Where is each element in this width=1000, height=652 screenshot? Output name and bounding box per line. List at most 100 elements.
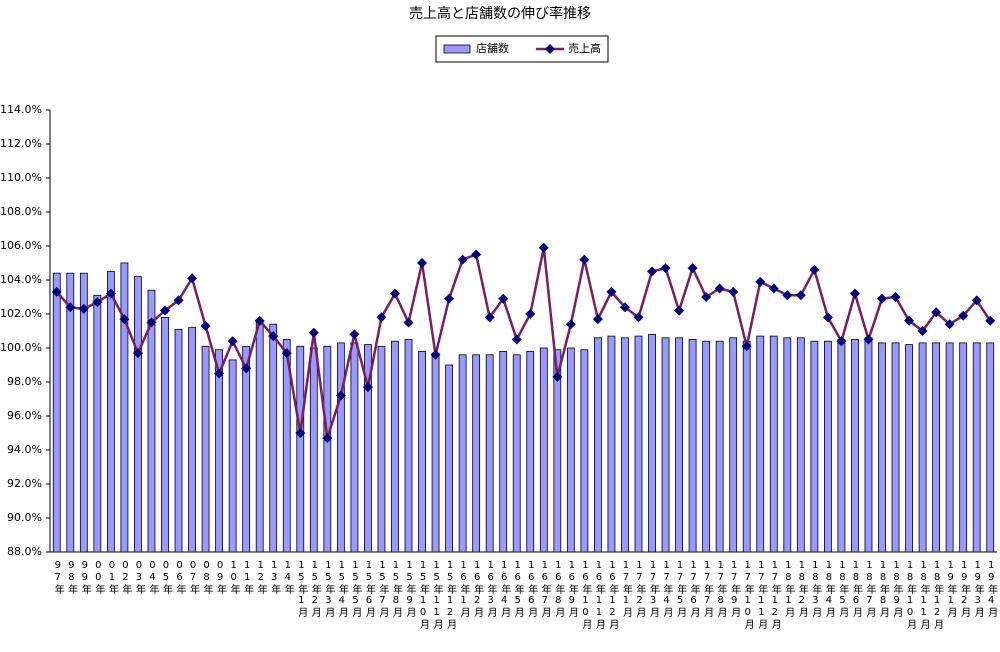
x-tick-label: 07年 <box>188 560 200 595</box>
marker <box>782 290 793 301</box>
bar <box>959 342 968 553</box>
y-tick-label: 102.0% <box>0 307 42 320</box>
y-tick-label: 96.0% <box>7 409 42 422</box>
bar <box>878 342 886 553</box>
bar <box>905 344 913 553</box>
y-tick-label: 88.0% <box>7 545 42 558</box>
marker <box>674 305 685 316</box>
bar <box>485 354 494 553</box>
marker <box>538 242 549 253</box>
x-tick-label: 17年2月 <box>634 560 646 618</box>
bar <box>634 335 643 553</box>
marker <box>579 254 590 265</box>
marker <box>849 288 860 299</box>
x-tick-label: 04年 <box>147 560 159 595</box>
x-tick-label: 17年3月 <box>648 560 660 618</box>
marker <box>647 266 658 277</box>
legend-marker <box>545 44 555 54</box>
marker <box>863 334 874 345</box>
bar <box>891 342 900 553</box>
x-tick-label: 18年1月 <box>783 560 795 618</box>
marker <box>308 327 319 338</box>
bar <box>188 327 196 553</box>
bar <box>702 340 711 553</box>
bar <box>796 337 805 553</box>
marker <box>362 382 373 393</box>
x-tick-label: 17年5月 <box>675 560 687 618</box>
marker <box>714 283 725 294</box>
bar <box>445 364 453 553</box>
marker <box>728 286 739 297</box>
bar <box>864 337 873 553</box>
legend-label: 店舗数 <box>476 41 509 55</box>
x-tick-label: 16年12月 <box>607 560 619 630</box>
x-tick-label: 17年11月 <box>756 560 768 630</box>
marker <box>606 286 617 297</box>
x-tick-label: 15年7月 <box>377 560 389 618</box>
bar <box>553 349 562 553</box>
bar <box>431 352 440 553</box>
marker <box>565 319 576 330</box>
x-tick-label: 14年 <box>282 560 294 595</box>
bar <box>201 345 210 553</box>
x-tick-label: 17年6月 <box>688 560 700 618</box>
bar <box>783 337 792 553</box>
marker <box>295 428 306 438</box>
x-tick-label: 15年3月 <box>323 560 335 618</box>
x-tick-label: 16年11月 <box>593 560 605 630</box>
marker <box>92 297 103 308</box>
x-tick-label: 12年 <box>255 560 267 595</box>
marker <box>349 329 360 340</box>
x-tick-label: 17年10月 <box>742 560 754 630</box>
marker <box>619 302 630 313</box>
marker <box>159 305 170 316</box>
x-tick-label: 02年 <box>120 560 132 595</box>
bar <box>93 294 102 553</box>
bar <box>309 347 318 553</box>
marker <box>417 258 428 268</box>
bar <box>729 337 738 553</box>
x-tick-label: 00年 <box>93 560 105 595</box>
marker <box>890 292 901 302</box>
bar <box>391 340 399 553</box>
bar <box>512 354 521 553</box>
bar <box>688 339 697 553</box>
x-tick-label: 18年3月 <box>810 560 822 618</box>
y-tick-label: 108.0% <box>0 205 42 218</box>
marker <box>376 312 387 323</box>
x-tick-label: 15年6月 <box>363 560 375 618</box>
x-tick-label: 09年 <box>215 560 227 595</box>
x-tick-label: 15年11月 <box>431 560 443 630</box>
bar <box>661 337 670 553</box>
x-tick-label: 97年 <box>52 560 64 595</box>
bar <box>986 342 995 553</box>
marker <box>65 302 76 313</box>
bar <box>66 272 75 553</box>
marker <box>268 331 279 342</box>
marker <box>227 336 238 347</box>
y-tick-label: 98.0% <box>7 375 42 388</box>
legend-label: 売上高 <box>568 41 601 55</box>
bar <box>161 316 169 553</box>
x-tick-label: 19年4月 <box>986 560 998 618</box>
x-tick-label: 17年9月 <box>729 560 741 618</box>
x-tick-label: 16年9月 <box>566 560 578 618</box>
y-tick-label: 100.0% <box>0 341 42 354</box>
x-tick-label: 11年 <box>242 560 254 595</box>
marker <box>931 307 942 318</box>
x-tick-label: 15年2月 <box>309 560 321 618</box>
marker <box>755 276 766 287</box>
x-tick-label: 16年6月 <box>526 560 538 618</box>
bar <box>364 344 372 553</box>
marker <box>187 273 198 284</box>
marker <box>552 371 563 382</box>
bar <box>418 350 426 553</box>
marker <box>281 348 292 359</box>
bar <box>675 337 683 553</box>
marker <box>836 336 847 347</box>
x-tick-label: 16年3月 <box>485 560 497 618</box>
marker <box>498 293 509 304</box>
bar <box>323 345 332 553</box>
bar <box>539 347 548 553</box>
bar <box>215 349 224 553</box>
